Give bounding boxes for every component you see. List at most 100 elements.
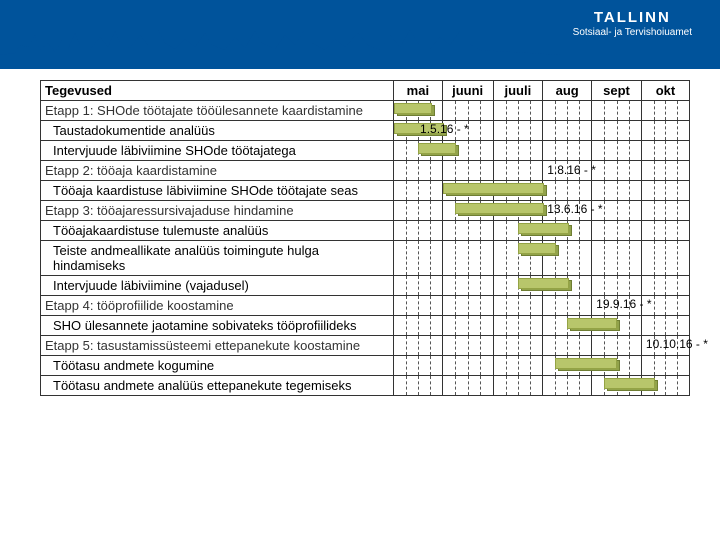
date-label: 13.6.16 - * (547, 202, 602, 216)
gantt-cell (442, 181, 493, 201)
gantt-cell (543, 376, 592, 396)
date-label: 10.10.16 - * (646, 337, 708, 351)
logo: TALLINN Sotsiaal- ja Tervishoiuamet (573, 10, 692, 38)
date-label: 1.5.16 - * (420, 122, 469, 136)
gantt-cell (641, 316, 689, 336)
gantt-bar (567, 318, 617, 329)
gantt-cell (493, 356, 543, 376)
gantt-cell: 19.9.16 - * (592, 296, 642, 316)
gantt-cell (592, 376, 642, 396)
gantt-cell (543, 296, 592, 316)
date-label: 1.8.16 - * (547, 163, 596, 177)
gantt-cell (592, 101, 642, 121)
gantt-cell (493, 296, 543, 316)
gantt-cell (442, 101, 493, 121)
gantt-cell (592, 181, 642, 201)
gantt-cell (394, 276, 443, 296)
gantt-bar (555, 358, 617, 369)
gantt-cell (394, 336, 443, 356)
gantt-row: Taustadokumentide analüüs 1.5.16 - * (41, 121, 690, 141)
gantt-bar (518, 278, 569, 289)
gantt-cell (493, 221, 543, 241)
gantt-table: Tegevusedmaijuunijuuliaugseptokt Etapp 1… (40, 80, 690, 396)
row-label: Intervjuude läbiviimine SHOde töötajateg… (41, 141, 394, 161)
month-header: sept (592, 81, 642, 101)
gantt-bar (518, 223, 569, 234)
gantt-cell (493, 316, 543, 336)
gantt-cell (493, 121, 543, 141)
gantt-cell (394, 376, 443, 396)
gantt-cell (493, 101, 543, 121)
gantt-cell (592, 336, 642, 356)
gantt-cell (442, 221, 493, 241)
gantt-cell (592, 241, 642, 276)
row-label: Taustadokumentide analüüs (41, 121, 394, 141)
gantt-cell (442, 276, 493, 296)
row-label: Töötasu andmete kogumine (41, 356, 394, 376)
row-label: Etapp 3: tööajaressursivajaduse hindamin… (41, 201, 394, 221)
gantt-cell (641, 276, 689, 296)
row-label: Tööaja kaardistuse läbiviimine SHOde töö… (41, 181, 394, 201)
gantt-cell (641, 101, 689, 121)
gantt-row: Töötasu andmete kogumine (41, 356, 690, 376)
gantt-cell (394, 221, 443, 241)
row-label: Tööajakaardistuse tulemuste analüüs (41, 221, 394, 241)
gantt-cell (493, 276, 543, 296)
row-label: Etapp 1: SHOde töötajate tööülesannete k… (41, 101, 394, 121)
gantt-row: Intervjuude läbiviimine (vajadusel) (41, 276, 690, 296)
logo-brand: TALLINN (573, 10, 692, 27)
gantt-bar (455, 203, 544, 214)
gantt-bar (443, 183, 545, 194)
gantt-cell (641, 181, 689, 201)
gantt-cell (442, 241, 493, 276)
month-header: aug (543, 81, 592, 101)
gantt-cell (592, 161, 642, 181)
gantt-cell (442, 336, 493, 356)
gantt-cell (641, 121, 689, 141)
gantt-cell (394, 241, 443, 276)
gantt-row: Teiste andmeallikate analüüs toimingute … (41, 241, 690, 276)
date-label: 19.9.16 - * (596, 297, 651, 311)
row-label: Etapp 2: tööaja kaardistamine (41, 161, 394, 181)
gantt-cell (442, 296, 493, 316)
gantt-cell (641, 356, 689, 376)
row-label: Etapp 5: tasustamissüsteemi ettepanekute… (41, 336, 394, 356)
gantt-bar (604, 378, 655, 389)
gantt-cell (592, 221, 642, 241)
row-label: Töötasu andmete analüüs ettepanekute teg… (41, 376, 394, 396)
gantt-cell (592, 121, 642, 141)
gantt-row: Etapp 3: tööajaressursivajaduse hindamin… (41, 201, 690, 221)
gantt-cell (394, 316, 443, 336)
gantt-row: Tööaja kaardistuse läbiviimine SHOde töö… (41, 181, 690, 201)
month-header: mai (394, 81, 443, 101)
gantt-cell (493, 336, 543, 356)
gantt-cell (493, 161, 543, 181)
row-label: Intervjuude läbiviimine (vajadusel) (41, 276, 394, 296)
month-header: juuli (493, 81, 543, 101)
gantt-cell (641, 201, 689, 221)
gantt-cell (493, 141, 543, 161)
gantt-cell (442, 316, 493, 336)
row-label: SHO ülesannete jaotamine sobivateks tööp… (41, 316, 394, 336)
gantt-cell: 13.6.16 - * (543, 201, 592, 221)
gantt-cell (543, 101, 592, 121)
gantt-row: Etapp 5: tasustamissüsteemi ettepanekute… (41, 336, 690, 356)
gantt-cell (543, 356, 592, 376)
gantt-cell (493, 241, 543, 276)
gantt-bar (518, 243, 557, 254)
header-title: Tegevused (41, 81, 394, 101)
gantt-cell (394, 181, 443, 201)
gantt-cell (543, 336, 592, 356)
gantt-cell (442, 161, 493, 181)
gantt-cell (543, 316, 592, 336)
gantt-row: Tööajakaardistuse tulemuste analüüs (41, 221, 690, 241)
gantt-row: Intervjuude läbiviimine SHOde töötajateg… (41, 141, 690, 161)
month-header: okt (641, 81, 689, 101)
gantt-cell: 1.8.16 - * (543, 181, 592, 201)
gantt-row: Etapp 4: tööprofiilide koostamine19.9.16… (41, 296, 690, 316)
gantt-cell (442, 201, 493, 221)
gantt-cell (641, 241, 689, 276)
gantt-cell (394, 101, 443, 121)
gantt-cell (641, 221, 689, 241)
logo-sub: Sotsiaal- ja Tervishoiuamet (573, 27, 692, 38)
